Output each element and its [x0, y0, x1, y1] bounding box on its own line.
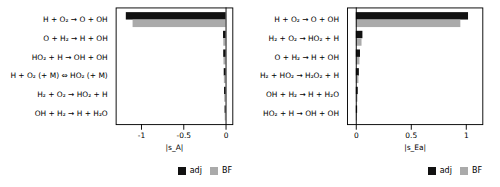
svg-text:-1: -1: [138, 131, 146, 140]
svg-text:H + O₂ → O + OH: H + O₂ → O + OH: [274, 15, 339, 24]
svg-text:H₂ + O₂ → HO₂ + H: H₂ + O₂ → HO₂ + H: [37, 90, 107, 99]
svg-text:|s_A|: |s_A|: [166, 143, 184, 152]
svg-text:H₂ + O₂ → HO₂ + H: H₂ + O₂ → HO₂ + H: [269, 34, 339, 43]
svg-text:0.5: 0.5: [405, 131, 417, 140]
svg-text:|s_Ea|: |s_Ea|: [404, 143, 426, 152]
html-text:BF: BF: [221, 166, 232, 175]
html-text:adj: adj: [439, 166, 452, 175]
svg-text:OH + H₂ → H + H₂O: OH + H₂ → H + H₂O: [35, 109, 108, 118]
html-text:adj: adj: [189, 166, 202, 175]
svg-text:O + H₂ → H + OH: O + H₂ → H + OH: [43, 34, 107, 43]
svg-text:H + O₂ → O + OH: H + O₂ → O + OH: [43, 15, 108, 24]
svg-text:O + H₂ → H + OH: O + H₂ → H + OH: [275, 53, 339, 62]
svg-text:H₂ + HO₂ → H₂O₂ + H: H₂ + HO₂ → H₂O₂ + H: [260, 71, 339, 80]
svg-text:HO₂ + H → OH + OH: HO₂ + H → OH + OH: [263, 109, 339, 118]
svg-text:OH + H₂ → H + H₂O: OH + H₂ → H + H₂O: [266, 90, 339, 99]
svg-text:H + O₂ (+ M) ⇔ HO₂ (+ M): H + O₂ (+ M) ⇔ HO₂ (+ M): [10, 71, 107, 80]
svg-text:0: 0: [224, 131, 229, 140]
svg-text:0: 0: [354, 131, 359, 140]
svg-text:-0.5: -0.5: [176, 131, 191, 140]
svg-text:1: 1: [464, 131, 469, 140]
html-text:BF: BF: [471, 166, 482, 175]
svg-text:HO₂ + H → OH + OH: HO₂ + H → OH + OH: [32, 53, 108, 62]
